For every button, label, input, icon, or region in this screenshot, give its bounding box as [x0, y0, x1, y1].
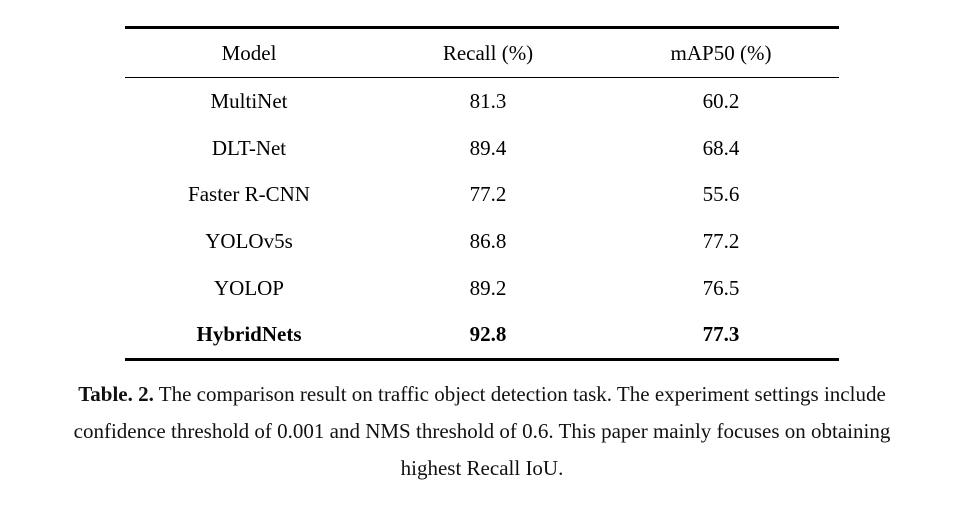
cell-map50: 77.2 [702, 228, 740, 253]
table-header: Model Recall (%) mAP50 (%) [125, 26, 839, 78]
table-row-highlighted: HybridNets 92.8 77.3 [125, 311, 839, 362]
table-row: YOLOP 89.2 76.5 [125, 265, 839, 312]
caption-text-1: The comparison result on traffic object … [153, 382, 886, 406]
comparison-table-container: Model Recall (%) mAP50 (%) MultiNet 81.3… [125, 26, 839, 362]
cell-recall: 86.8 [469, 228, 507, 253]
cell-model: YOLOP [213, 275, 284, 300]
caption-line-3: highest Recall IoU. [400, 456, 564, 480]
cell-recall: 81.3 [469, 88, 507, 113]
caption-line-2: confidence threshold of 0.001 and NMS th… [73, 419, 891, 443]
cell-recall: 77.2 [469, 182, 507, 207]
comparison-table: Model Recall (%) mAP50 (%) MultiNet 81.3… [125, 26, 839, 362]
table-caption: Table. 2. The comparison result on traff… [0, 376, 964, 487]
table-row: YOLOv5s 86.8 77.2 [125, 218, 839, 265]
caption-label: Table. 2. [78, 382, 154, 406]
cell-model: Faster R-CNN [188, 182, 310, 207]
cell-model: MultiNet [210, 88, 288, 113]
cell-map50: 77.3 [603, 311, 839, 362]
table-row: Faster R-CNN 77.2 55.6 [125, 171, 839, 218]
cell-model: HybridNets [125, 311, 373, 362]
cell-map50: 55.6 [702, 182, 740, 207]
header-recall: Recall (%) [373, 26, 603, 78]
cell-recall: 89.2 [469, 275, 507, 300]
header-row: Model Recall (%) mAP50 (%) [125, 26, 839, 78]
cell-map50: 68.4 [702, 135, 740, 160]
table-row: MultiNet 81.3 60.2 [125, 78, 839, 125]
caption-line-1: Table. 2. The comparison result on traff… [0, 376, 964, 413]
cell-map50: 60.2 [702, 88, 740, 113]
cell-model: YOLOv5s [205, 228, 293, 253]
cell-recall: 92.8 [373, 311, 603, 362]
header-model: Model [125, 26, 373, 78]
table-body: MultiNet 81.3 60.2 DLT-Net 89.4 68.4 Fas… [125, 78, 839, 362]
cell-recall: 89.4 [469, 135, 507, 160]
cell-model: DLT-Net [211, 135, 287, 160]
header-map50: mAP50 (%) [603, 26, 839, 78]
cell-map50: 76.5 [702, 275, 740, 300]
table-row: DLT-Net 89.4 68.4 [125, 125, 839, 172]
